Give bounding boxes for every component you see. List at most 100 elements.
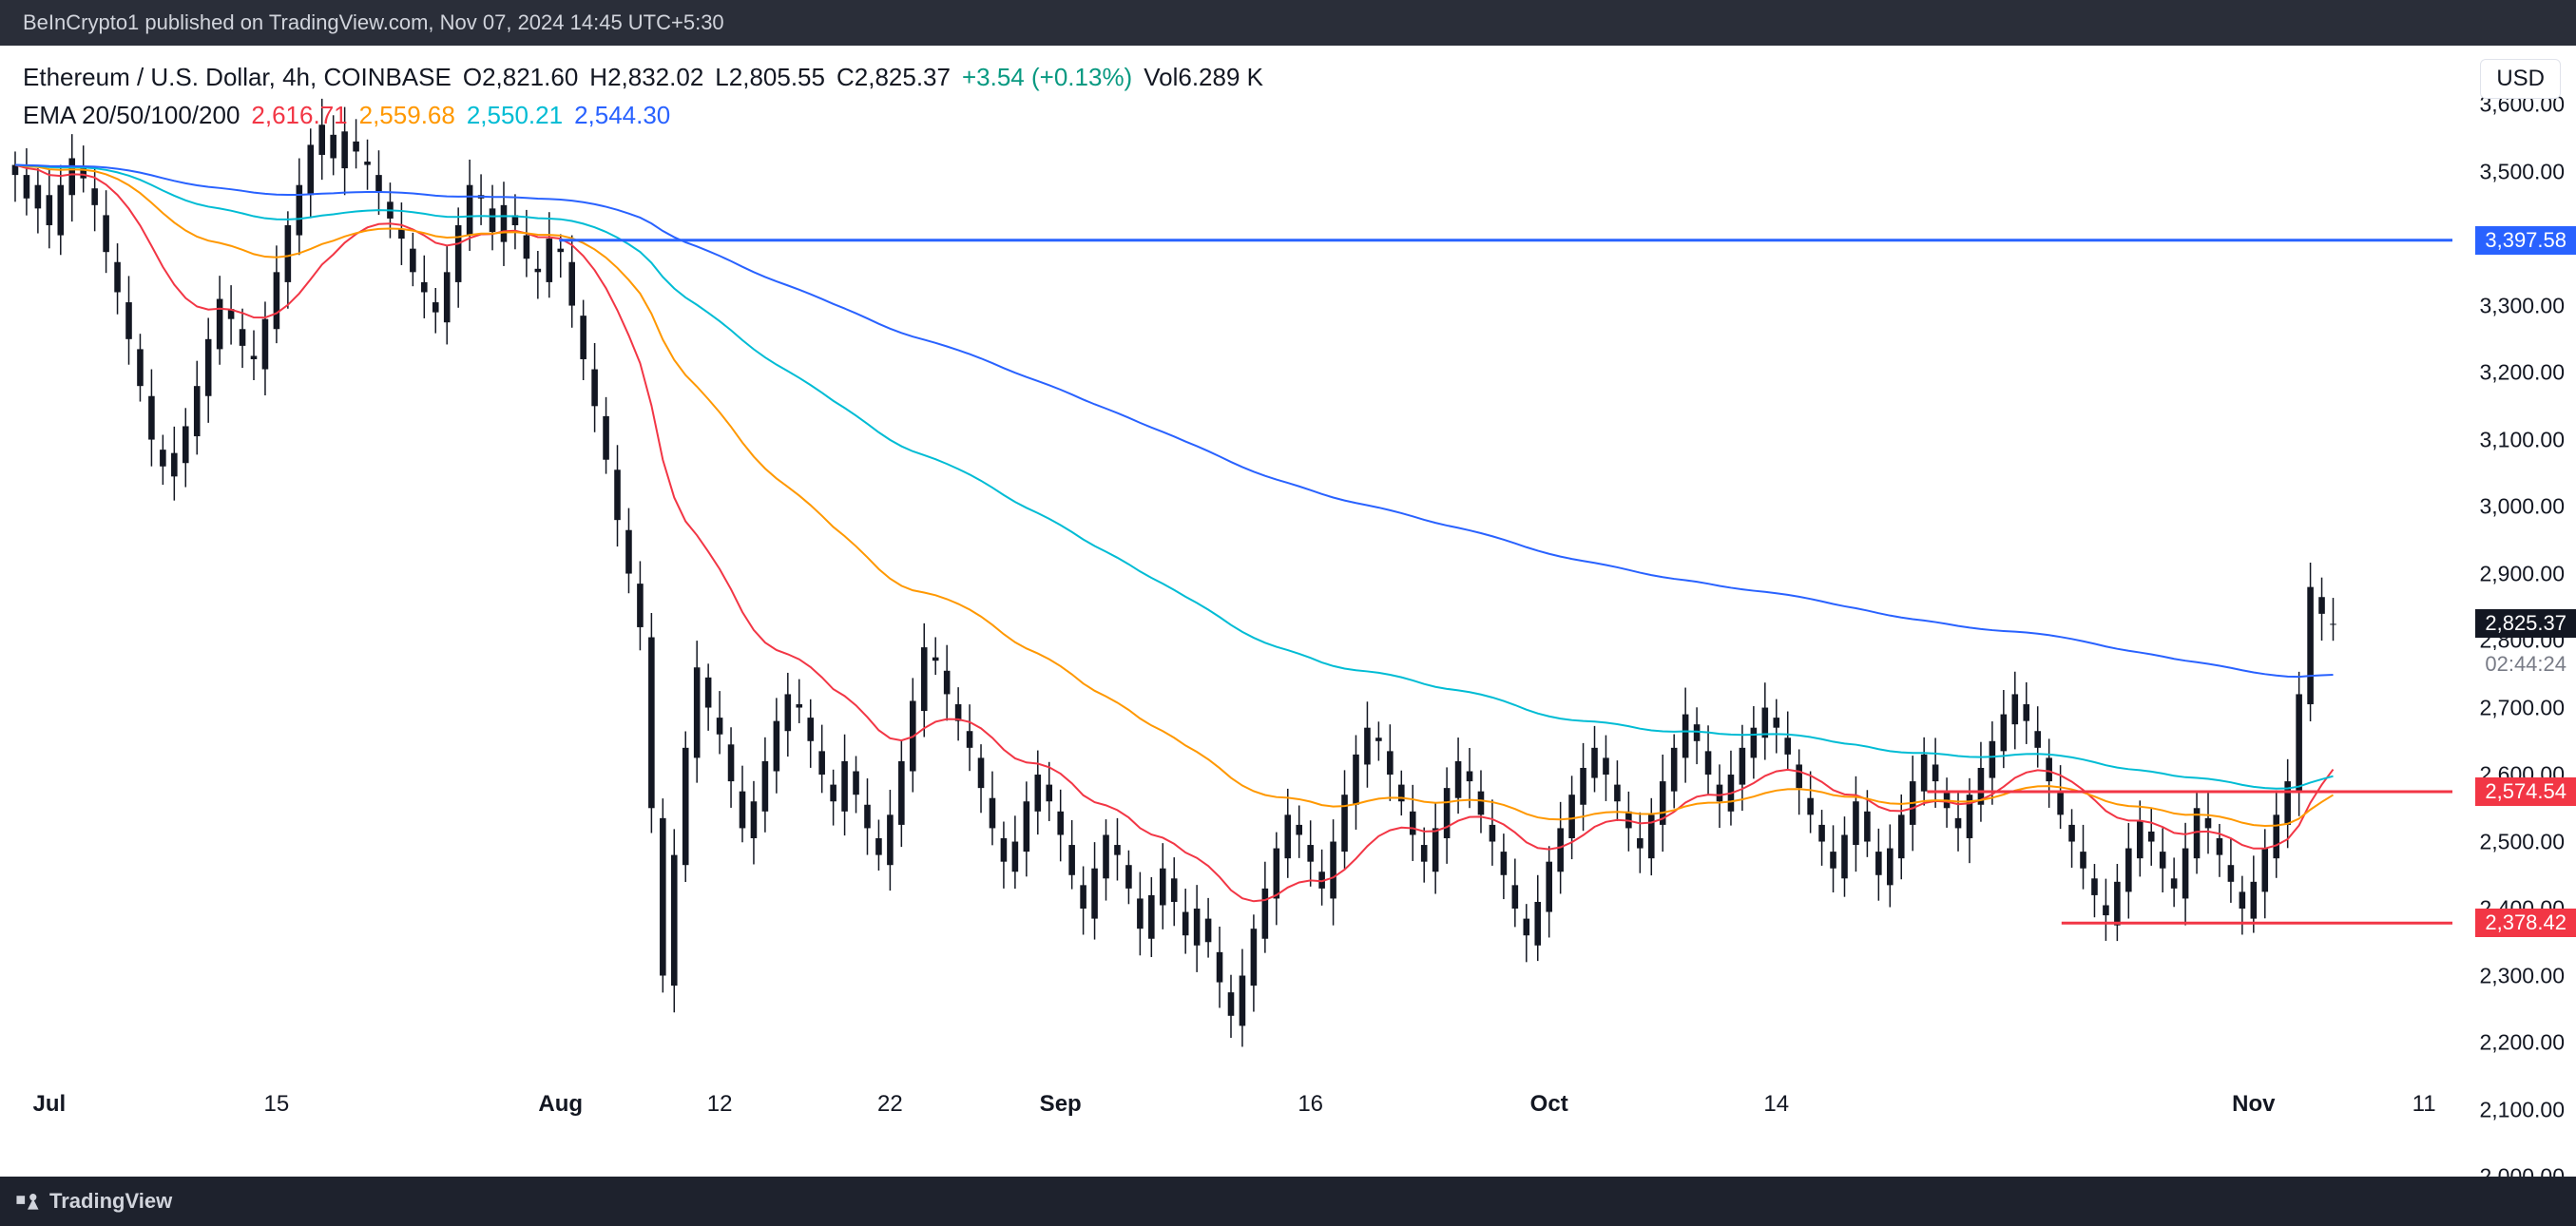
candle-body <box>1046 785 1052 802</box>
candle-body <box>1921 755 1928 792</box>
ema200-value: 2,544.30 <box>574 101 670 130</box>
price-tick: 3,300.00 <box>2479 293 2565 318</box>
candle-body <box>1705 751 1712 775</box>
candle-body <box>2228 865 2235 882</box>
candle-body <box>2080 852 2086 869</box>
candle-body <box>2330 623 2336 624</box>
candle-body <box>1830 852 1836 869</box>
candle-body <box>547 239 553 282</box>
candle-body <box>1751 728 1758 758</box>
candle-body <box>274 272 280 329</box>
candle-body <box>1955 818 1962 829</box>
ema50-value: 2,559.68 <box>359 101 455 130</box>
candle-body <box>2296 694 2302 791</box>
candle-body <box>1205 919 1212 943</box>
footer-bar: TradingView <box>0 1177 2576 1226</box>
candle-body <box>2307 587 2314 704</box>
candle-body <box>1478 792 1485 815</box>
candle-body <box>2148 832 2155 842</box>
ema200-line <box>15 165 2334 678</box>
candle-body <box>47 195 53 225</box>
candle-body <box>2251 882 2258 919</box>
candle-body <box>2012 694 2019 724</box>
candle-body <box>251 355 258 359</box>
candle-body <box>1534 902 1541 946</box>
chart-area[interactable]: Ethereum / U.S. Dollar, 4h, COINBASE O2,… <box>0 46 2576 1177</box>
candle-body <box>728 744 735 781</box>
candle-body <box>1171 878 1178 902</box>
candle-body <box>1330 842 1336 899</box>
candle-body <box>580 316 586 359</box>
candle-body <box>1637 838 1644 849</box>
candle-body <box>1887 849 1894 886</box>
candle-body <box>557 249 564 253</box>
price-tick: 2,500.00 <box>2479 829 2565 854</box>
currency-button[interactable]: USD <box>2480 59 2561 99</box>
candle-body <box>660 818 666 976</box>
candle-body <box>1057 812 1064 835</box>
candle-body <box>1137 898 1144 929</box>
candle-body <box>2125 849 2132 892</box>
candle-body <box>194 386 201 436</box>
publish-text: BeInCrypto1 published on TradingView.com… <box>23 10 724 35</box>
candle-body <box>285 225 292 282</box>
candle-body <box>1557 828 1564 872</box>
price-tick: 2,900.00 <box>2479 561 2565 586</box>
candle-body <box>2160 852 2166 869</box>
candle-body <box>1875 852 1882 875</box>
hline-price-label: 2,574.54 <box>2475 777 2576 806</box>
candle-body <box>1103 834 1109 878</box>
time-tick: 12 <box>707 1091 733 1118</box>
candle-body <box>91 188 98 205</box>
candle-body <box>1114 845 1121 855</box>
candle-body <box>2001 715 2008 752</box>
candle-body <box>785 694 792 731</box>
candle-body <box>1591 748 1598 778</box>
candle-body <box>1274 849 1280 899</box>
candle-body <box>682 748 689 865</box>
candle-body <box>796 704 802 708</box>
candle-body <box>841 761 848 812</box>
candle-body <box>1284 814 1291 858</box>
candle-body <box>1364 728 1371 765</box>
candle-body <box>671 855 678 986</box>
candle-body <box>2261 849 2268 892</box>
candle-body <box>1694 724 1701 741</box>
chart-plot[interactable] <box>0 46 2576 1177</box>
candle-body <box>932 658 939 661</box>
time-scale[interactable]: Jul15Aug1222Sep16Oct14Nov11 <box>0 1080 2452 1127</box>
candle-body <box>2103 906 2109 916</box>
candle-body <box>375 175 382 192</box>
candle-body <box>853 772 859 795</box>
candle-body <box>2240 891 2246 909</box>
candle-body <box>648 638 655 809</box>
candle-body <box>262 319 269 370</box>
time-tick: 16 <box>1298 1091 1323 1118</box>
candle-body <box>1080 885 1086 909</box>
candle-body <box>1603 757 1609 775</box>
candle-body <box>364 162 371 165</box>
candle-body <box>1035 775 1042 812</box>
candle-body <box>1682 715 1689 758</box>
candle-body <box>1307 845 1314 862</box>
candle-body <box>1012 842 1019 872</box>
candle-body <box>125 302 132 339</box>
candle-body <box>1001 838 1008 862</box>
candle-body <box>2091 878 2098 895</box>
candle-body <box>205 339 212 396</box>
candle-body <box>1375 738 1382 741</box>
candle-body <box>1240 976 1246 1026</box>
ohlc-open: O2,821.60 <box>463 63 578 92</box>
candle-body <box>637 584 644 627</box>
candle-body <box>1217 952 1223 983</box>
candle-body <box>1490 825 1496 842</box>
candle-body <box>1148 895 1155 939</box>
candle-body <box>2137 821 2143 858</box>
ohlc-change: +3.54 (+0.13%) <box>962 63 1132 92</box>
candle-body <box>705 678 712 708</box>
candle-body <box>490 208 496 232</box>
candle-body <box>875 838 882 855</box>
time-tick: Jul <box>32 1091 66 1118</box>
candle-body <box>1784 738 1791 755</box>
ohlc-low: L2,805.55 <box>715 63 825 92</box>
